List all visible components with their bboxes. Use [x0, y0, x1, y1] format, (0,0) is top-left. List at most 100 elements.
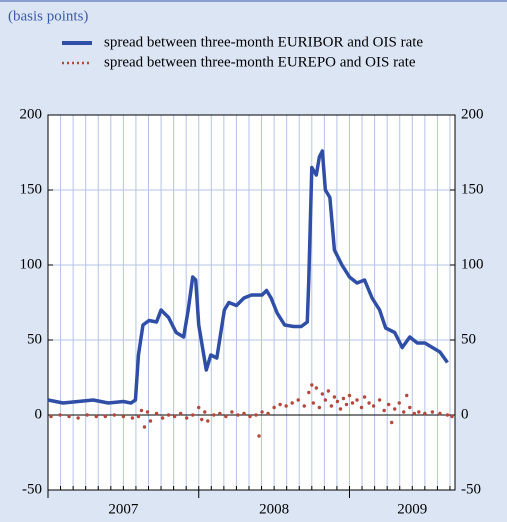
eurepo-dot	[184, 416, 189, 420]
eurepo-dot	[76, 416, 80, 420]
eurepo-dot	[367, 401, 371, 405]
eurepo-dot	[311, 401, 316, 405]
legend-entry: spread between three-month EUREPO and OI…	[104, 54, 416, 70]
eurepo-dot	[130, 416, 135, 420]
eurepo-dot	[341, 396, 346, 401]
eurepo-dot	[350, 401, 355, 405]
eurepo-dot	[236, 413, 240, 417]
eurepo-dot	[200, 417, 204, 422]
eurepo-dot	[423, 411, 427, 416]
eurepo-dot	[323, 398, 328, 402]
eurepo-dot	[386, 402, 391, 407]
eurepo-dot	[218, 411, 222, 416]
y2-tick-label: 0	[461, 406, 469, 422]
eurepo-dot	[344, 402, 349, 407]
eurepo-dot	[338, 407, 343, 411]
eurepo-dot	[230, 410, 234, 414]
eurepo-dot	[438, 411, 442, 416]
eurepo-dot	[260, 410, 264, 414]
eurepo-dot	[307, 390, 311, 395]
eurepo-dot	[382, 408, 386, 413]
eurepo-dot	[166, 413, 171, 417]
euribor-line	[47, 149, 449, 405]
eurepo-dot	[320, 392, 325, 396]
eurepo-dot	[314, 386, 319, 390]
eurepo-dot	[377, 398, 382, 402]
eurepo-dot	[355, 398, 359, 402]
eurepo-dot	[67, 414, 71, 419]
eurepo-dot	[278, 402, 282, 407]
y2-tick-label: 200	[461, 106, 484, 122]
eurepo-dot	[154, 411, 159, 416]
eurepo-dot	[329, 404, 334, 408]
eurepo-dot	[94, 414, 98, 419]
y2-tick-label: 150	[461, 181, 484, 197]
eurepo-dot	[412, 411, 416, 416]
eurepo-dot	[397, 401, 401, 405]
eurepo-dot	[49, 414, 53, 419]
eurepo-dot	[85, 413, 89, 417]
eurepo-dot	[371, 404, 376, 408]
subtitle: (basis points)	[8, 8, 88, 24]
eurepo-dot	[347, 393, 352, 398]
y-tick-label: 0	[35, 406, 43, 422]
plot-frame	[47, 114, 456, 491]
eurepo-dot	[389, 420, 394, 425]
eurepo-dot	[112, 413, 117, 417]
legend-entry: spread between three-month EURIBOR and O…	[104, 34, 423, 50]
eurepo-dot	[417, 410, 421, 414]
plot-area	[48, 115, 455, 490]
eurepo-dot	[172, 414, 177, 419]
eurepo-dot	[206, 419, 210, 423]
eurepo-dot	[257, 434, 261, 438]
eurepo-dot	[450, 414, 454, 419]
eurepo-dot	[136, 414, 141, 419]
eurepo-dot	[290, 401, 294, 405]
y-tick-label: 100	[20, 256, 43, 272]
y-tick-label: 50	[27, 331, 42, 347]
eurepo-dot	[296, 398, 300, 402]
eurepo-dot	[405, 393, 409, 398]
eurepo-dot	[203, 410, 207, 414]
x-tick-label: 2009	[397, 501, 427, 517]
eurepo-dot	[197, 405, 201, 410]
y2-tick-label: -50	[461, 481, 481, 497]
eurepo-dot	[302, 404, 306, 408]
eurepo-dot	[393, 407, 397, 411]
eurepo-dot	[145, 410, 150, 414]
eurepo-dot	[178, 411, 183, 416]
eurepo-dot	[248, 414, 252, 419]
eurepo-dot	[317, 405, 322, 410]
y2-tick-label: 100	[461, 256, 484, 272]
eurepo-dot	[272, 405, 276, 410]
y-tick-label: 200	[20, 106, 43, 122]
eurepo-dot	[254, 413, 258, 417]
x-tick-label: 2007	[108, 501, 139, 517]
eurepo-dot	[224, 414, 228, 419]
eurepo-dot	[408, 405, 412, 410]
x-tick-label: 2008	[259, 501, 289, 517]
eurepo-dot	[58, 413, 62, 417]
eurepo-dot	[160, 416, 165, 420]
eurepo-dot	[445, 413, 450, 417]
eurepo-dot	[326, 389, 331, 393]
eurepo-dot	[362, 395, 367, 399]
eurepo-dot	[310, 383, 314, 387]
eurepo-dot	[103, 414, 107, 419]
eurepo-dot	[191, 413, 195, 417]
y-tick-label: -50	[22, 481, 42, 497]
eurepo-dot	[335, 399, 340, 404]
eurepo-dot	[139, 408, 144, 413]
eurepo-dot	[212, 413, 216, 417]
eurepo-dot	[284, 404, 288, 408]
eurepo-dot	[148, 419, 153, 423]
eurepo-dot	[142, 425, 147, 429]
eurepo-dot	[266, 411, 270, 416]
eurepo-dot	[402, 410, 406, 414]
eurepo-dot	[430, 410, 435, 414]
eurepo-dot	[242, 411, 246, 416]
eurepo-dot	[121, 414, 126, 419]
eurepo-dot	[359, 405, 364, 410]
y-tick-label: 150	[20, 181, 43, 197]
